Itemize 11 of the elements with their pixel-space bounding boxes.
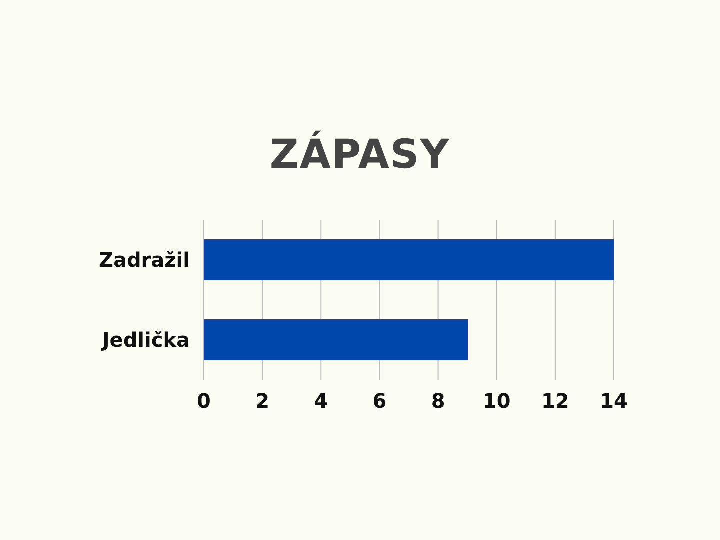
x-tick-label: 8 [431,389,446,414]
y-tick-label: Zadražil [98,248,190,272]
y-tick-label: Jedlička [100,328,190,352]
x-tick-label: 4 [314,389,328,414]
x-tick-label: 10 [482,389,511,414]
x-tick-label: 0 [197,389,211,414]
x-tick-label: 6 [372,389,387,414]
x-tick-label: 12 [542,389,570,414]
x-tick-label: 14 [600,389,628,414]
chart-title: ZÁPASY [268,132,452,178]
x-tick-label: 2 [256,389,270,414]
